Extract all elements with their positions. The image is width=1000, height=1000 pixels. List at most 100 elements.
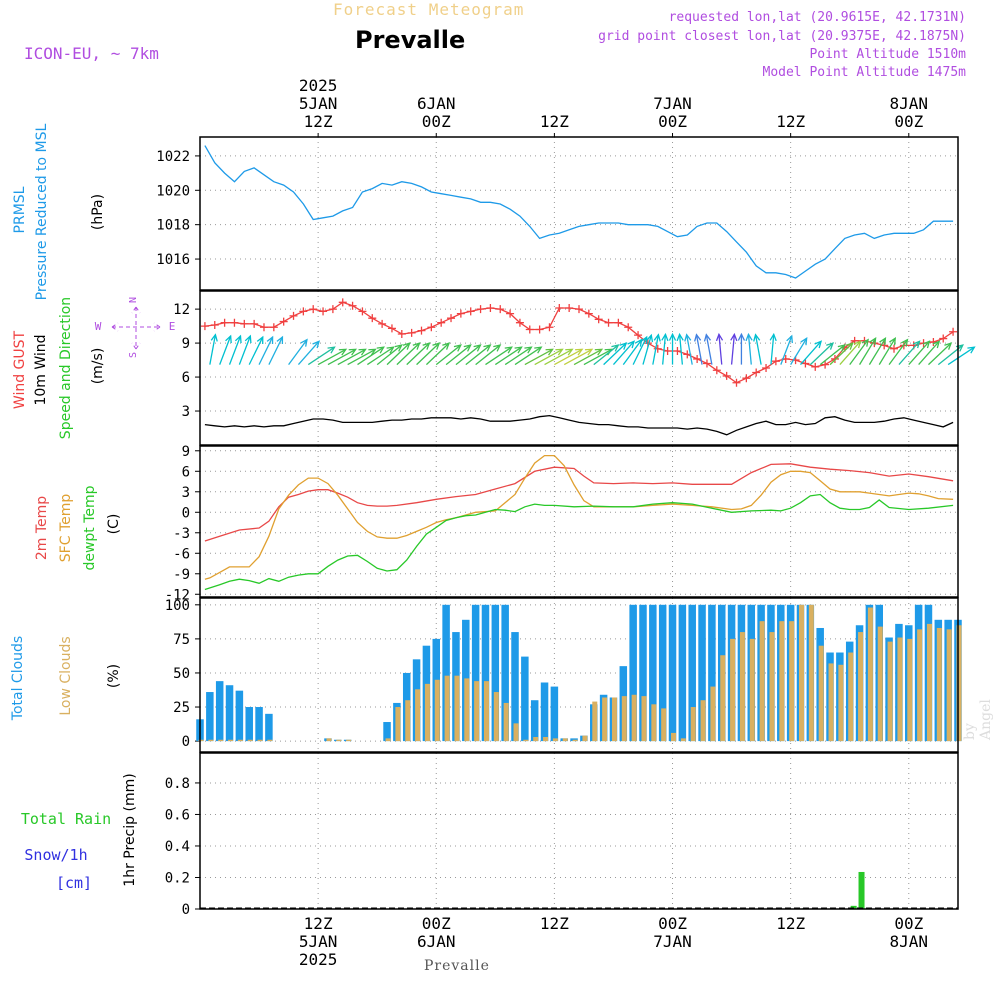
gust-marker: [328, 305, 337, 314]
total-bar: [471, 604, 480, 742]
top-time-label: 8JAN: [890, 94, 929, 113]
low-bar: [739, 632, 745, 742]
gust-marker: [742, 374, 751, 383]
wind-arrow-head: [514, 346, 523, 354]
low-bar: [444, 675, 450, 742]
gust-marker: [289, 311, 298, 320]
wind-arrow-head: [358, 348, 367, 356]
low-bar: [867, 607, 873, 742]
wind-arrow: [603, 342, 627, 366]
wind-arrow: [747, 334, 752, 365]
low-bar: [621, 696, 627, 742]
wind-arrow: [297, 340, 320, 366]
footer-station-name: Prevalle: [424, 958, 490, 974]
y-tick-label: 0: [182, 505, 190, 521]
top-time-label: 2025: [299, 76, 338, 95]
gust-marker: [210, 320, 219, 329]
wind-arrow: [947, 346, 975, 366]
low-bar: [592, 701, 598, 742]
y-tick-label: 3: [182, 485, 190, 501]
sfc-temp-label: SFC Temp: [58, 494, 74, 563]
wind-arrow-head: [584, 348, 594, 356]
wind-arrow: [790, 337, 808, 365]
low-bar: [720, 655, 726, 742]
wind-arrow: [494, 346, 522, 366]
bottom-time-label: 7JAN: [653, 932, 692, 951]
wind-arrow-head: [300, 338, 308, 347]
low-bar: [936, 627, 942, 742]
bottom-time-label: 00Z: [658, 914, 687, 933]
wind-arrow-head: [338, 348, 348, 356]
gust-marker: [575, 305, 583, 314]
wind-arrow-head: [210, 333, 218, 342]
wind-arrow-head: [575, 348, 584, 356]
wind-arrow-head: [635, 338, 643, 347]
wind-arrow-head: [730, 332, 738, 342]
y-tick-label: 25: [173, 700, 190, 716]
precip-label: 1hr Precip (mm): [122, 773, 138, 886]
wind-arrow-head: [422, 342, 431, 350]
wind-arrow-head: [703, 333, 712, 342]
gust-marker: [890, 344, 899, 353]
wind-arrow-head: [814, 340, 823, 349]
wind-arrow: [678, 334, 684, 365]
wind-arrow: [307, 346, 335, 366]
pressure-label: Pressure Reduced to MSL: [34, 123, 50, 300]
y-tick-label: 1020: [156, 183, 190, 199]
gust-marker: [200, 322, 209, 331]
low-bar: [267, 739, 273, 742]
low-bar: [690, 707, 696, 742]
y-tick-label: 0: [182, 734, 190, 750]
gust-marker: [653, 344, 662, 353]
wind-arrow: [327, 348, 356, 366]
wind-arrow-head: [653, 333, 661, 342]
total-bar: [550, 686, 559, 742]
wind-arrow: [228, 335, 242, 365]
wind-arrow: [770, 334, 775, 365]
wind-arrow-head: [845, 342, 854, 350]
clouds-panel: [195, 597, 962, 753]
temp-frame: [199, 445, 959, 598]
wind-arrow-head: [715, 332, 724, 342]
wind-arrow-head: [394, 344, 403, 352]
low-bar: [661, 708, 667, 742]
low-bar: [917, 629, 923, 742]
gust-marker: [811, 362, 820, 371]
bottom-time-label: 2025: [299, 950, 338, 969]
wind-arrow: [937, 344, 964, 366]
wind-arrow: [878, 337, 896, 365]
low-bar: [602, 697, 608, 742]
total-bar: [265, 713, 273, 742]
wind-arrow-head: [826, 342, 835, 350]
low-bar: [218, 739, 224, 742]
y-tick-label: 0.4: [165, 839, 190, 855]
wind-arrow-head: [786, 334, 793, 344]
low-bar: [326, 738, 332, 742]
gust-marker: [821, 360, 830, 369]
wind-arrow: [754, 334, 762, 365]
low-bar: [464, 678, 470, 742]
wind-arrow-head: [944, 342, 953, 350]
y-tick-label: 9: [182, 336, 190, 352]
wind-arrow-head: [504, 346, 513, 354]
wind-arrow: [612, 340, 635, 366]
gust-marker: [486, 303, 495, 312]
y-tick-label: -9: [173, 567, 190, 583]
wind-arrow-head: [234, 334, 242, 344]
station-name: Prevalle: [355, 26, 466, 54]
gust-marker: [604, 318, 613, 327]
sfc-line: [204, 454, 954, 580]
gust-marker: [387, 324, 396, 333]
total-clouds-label: Total Clouds: [10, 636, 26, 721]
wind-arrow-head: [684, 333, 692, 342]
wind-arrow: [898, 340, 920, 366]
y-tick-label: 1016: [156, 252, 190, 268]
pressure-frame: [199, 136, 959, 291]
compass-e: E: [169, 320, 176, 333]
wind-arrow-head: [611, 344, 620, 352]
gust-marker: [319, 307, 328, 316]
wind-arrow-head: [694, 333, 702, 342]
wind-arrow: [780, 335, 793, 365]
gust-marker: [712, 366, 721, 375]
